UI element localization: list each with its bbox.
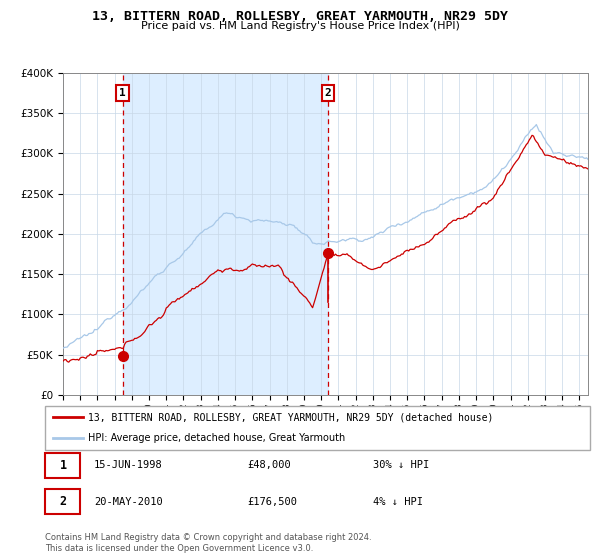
Text: 2: 2: [59, 495, 67, 508]
Text: 13, BITTERN ROAD, ROLLESBY, GREAT YARMOUTH, NR29 5DY: 13, BITTERN ROAD, ROLLESBY, GREAT YARMOU…: [92, 10, 508, 23]
Bar: [122, 73, 328, 395]
Text: 1: 1: [119, 88, 126, 98]
Text: 1: 1: [59, 459, 67, 472]
Text: 13, BITTERN ROAD, ROLLESBY, GREAT YARMOUTH, NR29 5DY (detached house): 13, BITTERN ROAD, ROLLESBY, GREAT YARMOU…: [88, 412, 493, 422]
Text: Contains HM Land Registry data © Crown copyright and database right 2024.
This d: Contains HM Land Registry data © Crown c…: [45, 533, 371, 553]
Text: Price paid vs. HM Land Registry's House Price Index (HPI): Price paid vs. HM Land Registry's House …: [140, 21, 460, 31]
Text: HPI: Average price, detached house, Great Yarmouth: HPI: Average price, detached house, Grea…: [88, 433, 345, 444]
FancyBboxPatch shape: [45, 489, 80, 514]
Text: £48,000: £48,000: [247, 460, 291, 470]
Text: £176,500: £176,500: [247, 497, 297, 507]
Text: 15-JUN-1998: 15-JUN-1998: [94, 460, 163, 470]
FancyBboxPatch shape: [45, 452, 80, 478]
Text: 4% ↓ HPI: 4% ↓ HPI: [373, 497, 422, 507]
Text: 20-MAY-2010: 20-MAY-2010: [94, 497, 163, 507]
Text: 2: 2: [325, 88, 331, 98]
FancyBboxPatch shape: [45, 406, 590, 450]
Text: 30% ↓ HPI: 30% ↓ HPI: [373, 460, 429, 470]
